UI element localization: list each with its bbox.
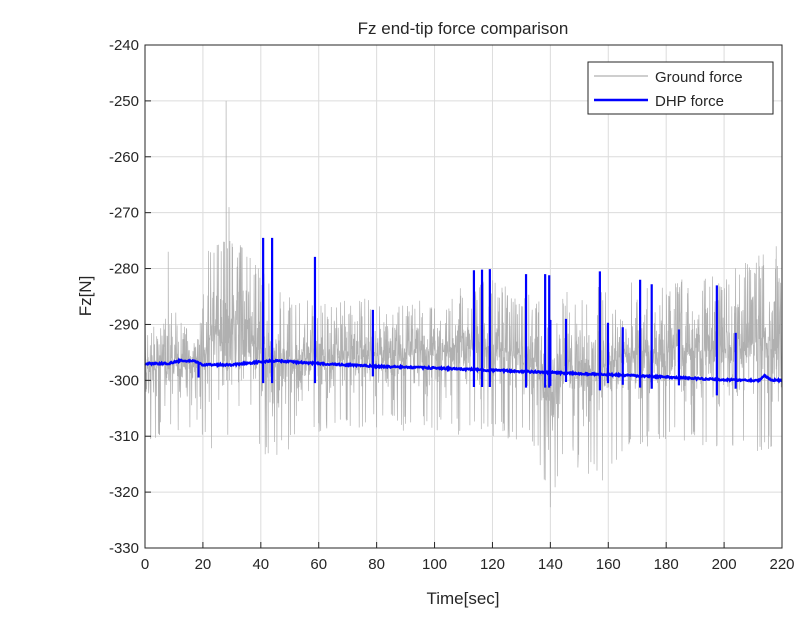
legend-box — [587, 61, 774, 115]
y-tick-label: -240 — [109, 37, 139, 54]
x-tick-label: 60 — [310, 556, 327, 573]
y-tick-label: -280 — [109, 261, 139, 278]
x-tick-label: 40 — [252, 556, 269, 573]
y-tick-label: -310 — [109, 428, 139, 445]
x-tick-label: 80 — [368, 556, 385, 573]
x-tick-label: 0 — [141, 556, 149, 573]
series-dhp-force — [144, 237, 783, 396]
y-tick-label: -320 — [109, 484, 139, 501]
dhp-force-line — [144, 357, 783, 384]
ground-force-line — [144, 100, 783, 508]
plot-frame — [144, 44, 783, 549]
x-axis-label: Time[sec] — [426, 589, 499, 608]
y-tick-label: -260 — [109, 149, 139, 166]
y-tick-label: -270 — [109, 205, 139, 222]
x-tick-label: 140 — [538, 556, 563, 573]
x-tick-label: 220 — [769, 556, 794, 573]
y-tick-label: -250 — [109, 93, 139, 110]
series-ground-force — [144, 100, 783, 508]
legend: Ground force DHP force — [587, 61, 774, 115]
y-tick-label: -300 — [109, 372, 139, 389]
x-tick-label: 200 — [712, 556, 737, 573]
chart-title: Fz end-tip force comparison — [358, 19, 569, 38]
y-tick-label: -330 — [109, 540, 139, 557]
x-tick-label: 160 — [596, 556, 621, 573]
x-tick-label: 100 — [422, 556, 447, 573]
x-tick-label: 180 — [654, 556, 679, 573]
legend-label-dhp-force: DHP force — [655, 93, 724, 110]
axis-ticks: 0 20 40 60 80 100 120 140 160 180 200 220 -330 -320 -3… — [109, 37, 795, 573]
legend-label-ground-force: Ground force — [655, 69, 743, 86]
y-axis-label: Fz[N] — [76, 276, 95, 317]
x-tick-label: 20 — [195, 556, 212, 573]
x-tick-label: 120 — [480, 556, 505, 573]
y-tick-label: -290 — [109, 316, 139, 333]
